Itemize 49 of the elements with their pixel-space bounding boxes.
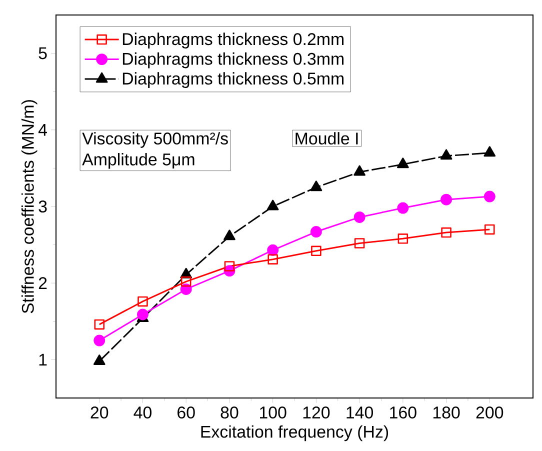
point	[224, 230, 236, 240]
point	[310, 226, 322, 238]
x-tick-label: 120	[303, 406, 330, 419]
point	[268, 254, 278, 264]
point	[484, 224, 495, 235]
point	[398, 234, 408, 244]
point	[484, 190, 496, 202]
point	[441, 227, 452, 238]
point	[180, 276, 192, 287]
point	[484, 146, 496, 157]
point	[138, 296, 148, 307]
y-tick-label: 1	[39, 354, 47, 366]
point	[137, 308, 148, 320]
point	[94, 334, 106, 346]
legend-label: Diaphragms thickness 0.2mm	[122, 32, 344, 48]
x-axis-title: Excitation frequency (Hz)	[201, 425, 388, 442]
annotation: Moudle I	[296, 132, 358, 145]
point	[266, 200, 279, 210]
y-tick-label: 2	[38, 277, 47, 289]
y-tick-label: 4	[38, 124, 47, 136]
y-axis-title: Stiffness coefficients (MN/m)	[21, 100, 38, 314]
point	[354, 165, 366, 176]
point	[224, 261, 235, 272]
y-tick-label: 5	[38, 47, 47, 60]
x-tick-label: 60	[178, 406, 195, 419]
annotation: Amplitude 5μm	[82, 153, 194, 169]
y-tick-label: 3	[38, 200, 47, 212]
legend-label: Diaphragms thickness 0.5mm	[122, 72, 344, 88]
annotation: Viscosity 500mm²/s	[82, 132, 228, 148]
point	[354, 211, 366, 223]
x-tick-label: 100	[260, 406, 286, 419]
x-tick-label: 40	[134, 406, 152, 419]
point	[354, 238, 365, 248]
point	[94, 319, 105, 330]
point	[440, 149, 452, 160]
point	[311, 246, 322, 256]
x-tick-label: 200	[476, 406, 504, 419]
x-tick-label: 80	[220, 406, 238, 419]
x-tick-label: 20	[90, 406, 108, 419]
point	[440, 194, 452, 206]
x-tick-label: 140	[346, 406, 374, 419]
point	[310, 180, 322, 192]
point	[397, 202, 409, 214]
point	[180, 283, 192, 295]
legend-label: Diaphragms thickness 0.3mm	[122, 52, 344, 68]
x-tick-label: 180	[433, 406, 460, 419]
point	[396, 158, 409, 168]
x-tick-label: 160	[390, 406, 416, 419]
point	[267, 244, 279, 256]
